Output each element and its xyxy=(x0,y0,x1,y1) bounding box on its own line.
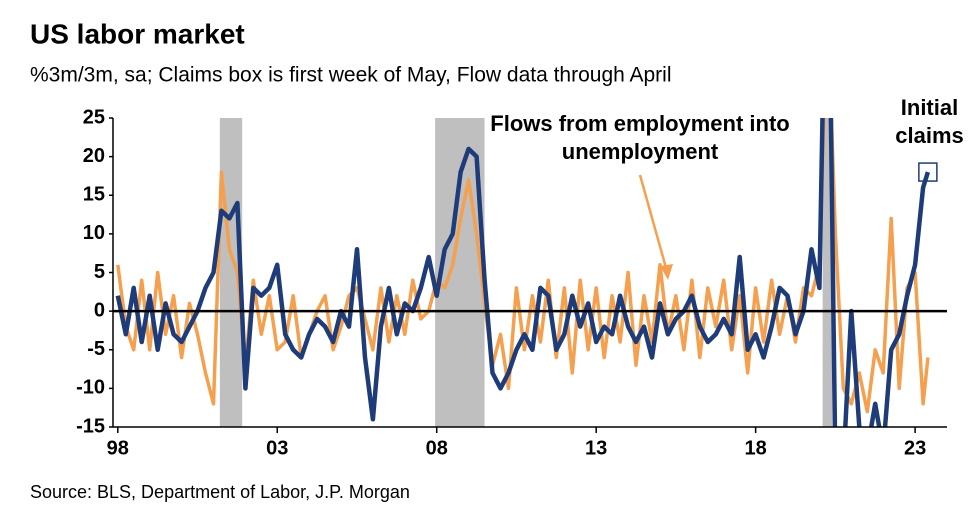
recession-band xyxy=(822,118,833,427)
y-tick-label: 0 xyxy=(94,299,105,321)
y-tick-label: 5 xyxy=(94,261,105,283)
x-tick-label: 18 xyxy=(745,437,767,459)
y-tick-label: 25 xyxy=(83,106,105,128)
flows-annotation: Flows from employment into unemployment xyxy=(490,111,790,164)
claims-annotation: Initial claims xyxy=(895,95,964,148)
x-tick-label: 23 xyxy=(904,437,926,459)
y-tick-label: 15 xyxy=(83,184,105,206)
y-tick-label: -5 xyxy=(87,338,105,360)
chart-subtitle: %3m/3m, sa; Claims box is first week of … xyxy=(30,64,672,87)
claims-box xyxy=(918,162,938,182)
series-line xyxy=(116,118,930,414)
x-tick-label: 13 xyxy=(585,437,607,459)
annotation-arrowhead xyxy=(660,264,673,280)
axes: -15 -10 -5 0 5 10 15 20 25 98 03 08 13 18 23 xyxy=(76,106,947,459)
annotation-arrow xyxy=(638,174,670,276)
source-note: Source: BLS, Department of Labor, J.P. M… xyxy=(30,482,410,502)
plot-area xyxy=(115,118,931,427)
y-tick-label: 10 xyxy=(83,222,105,244)
y-tick-label: 20 xyxy=(83,145,105,167)
x-tick-label: 98 xyxy=(107,437,129,459)
chart-title: US labor market xyxy=(30,18,245,49)
y-tick-label: -15 xyxy=(76,415,105,437)
x-tick-label: 03 xyxy=(266,437,288,459)
x-tick-label: 08 xyxy=(426,437,448,459)
y-tick-label: -10 xyxy=(76,377,105,399)
series-line xyxy=(115,118,931,427)
